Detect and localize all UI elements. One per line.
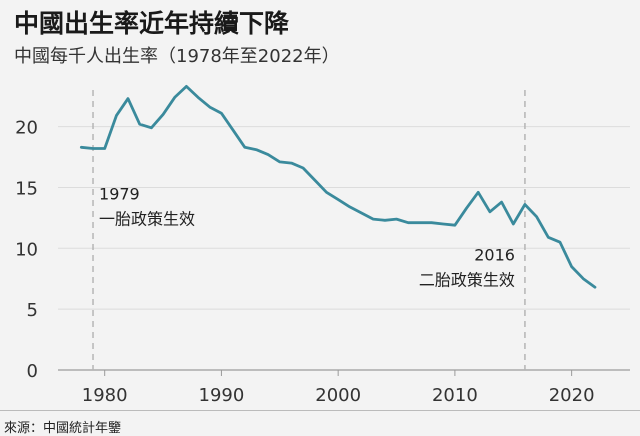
line-chart: 0 5 10 15 20 1980 1990 2000 2010 2020 1979 一胎政策生效 20… xyxy=(15,85,630,406)
chart-title: 中國出生率近年持續下降 xyxy=(14,9,290,38)
annotation-policy-label: 二胎政策生效 xyxy=(419,270,515,289)
y-tick-label: 10 xyxy=(15,239,38,260)
birth-rate-line xyxy=(79,85,597,289)
x-tick-label: 1980 xyxy=(82,385,128,406)
annotation-year-label: 1979 xyxy=(99,185,140,204)
x-tick-label: 2020 xyxy=(549,385,595,406)
x-tick-label: 1990 xyxy=(199,385,245,406)
annotation-policy-label: 一胎政策生效 xyxy=(99,210,195,229)
x-tick-label: 2000 xyxy=(315,385,361,406)
y-tick-label: 15 xyxy=(15,178,38,199)
x-tick-label: 2010 xyxy=(432,385,478,406)
y-tick-label: 0 xyxy=(27,361,38,382)
y-tick-label: 5 xyxy=(27,300,38,321)
y-tick-label: 20 xyxy=(15,118,38,139)
source-note: 來源：中國統計年鑒 xyxy=(4,421,122,436)
annotation-year-label: 2016 xyxy=(474,245,515,264)
chart-subtitle: 中國每千人出生率（1978年至2022年） xyxy=(14,46,340,67)
footer-divider xyxy=(0,410,640,411)
